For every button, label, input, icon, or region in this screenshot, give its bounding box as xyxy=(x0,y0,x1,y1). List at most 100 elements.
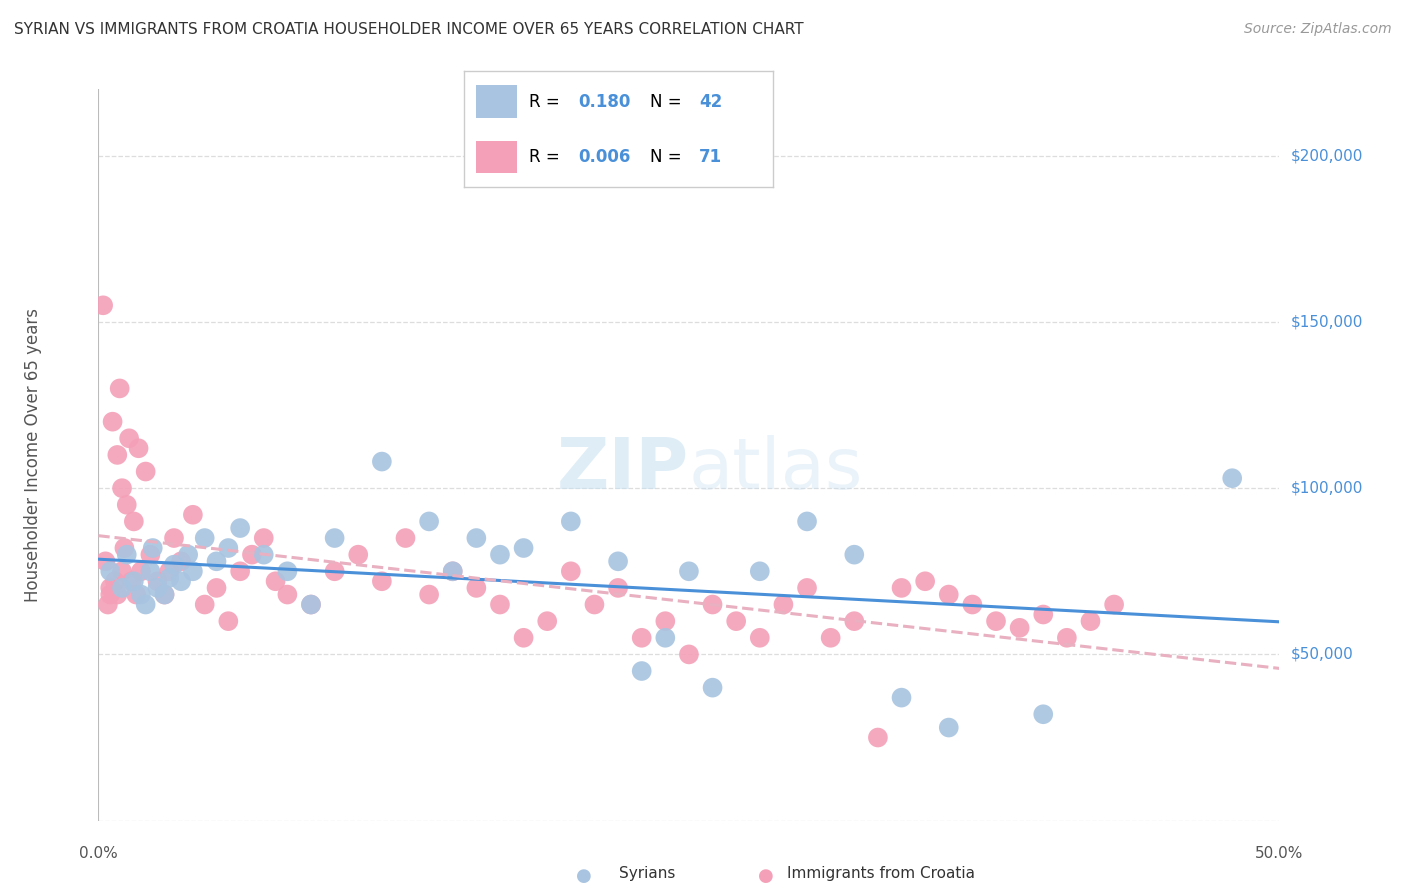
Point xyxy=(229,521,252,535)
Point xyxy=(938,721,960,735)
Point xyxy=(104,574,127,589)
Point xyxy=(105,448,128,462)
Point xyxy=(607,581,630,595)
Point xyxy=(163,531,186,545)
Point xyxy=(98,581,121,595)
Text: ●: ● xyxy=(575,867,592,885)
Bar xyxy=(477,86,516,118)
Point xyxy=(938,588,960,602)
Text: 0.0%: 0.0% xyxy=(79,846,118,861)
Point xyxy=(217,541,239,555)
Point xyxy=(536,614,558,628)
Text: $50,000: $50,000 xyxy=(1291,647,1354,662)
Point xyxy=(465,581,488,595)
Text: 42: 42 xyxy=(699,93,723,111)
Text: R =: R = xyxy=(529,148,565,166)
Point xyxy=(157,564,180,578)
Point xyxy=(844,614,866,628)
Point xyxy=(890,581,912,595)
Point xyxy=(115,498,138,512)
Point xyxy=(135,598,157,612)
Point xyxy=(1056,631,1078,645)
Text: N =: N = xyxy=(650,93,686,111)
Point xyxy=(654,614,676,628)
Point xyxy=(118,431,141,445)
Point xyxy=(489,598,512,612)
Point xyxy=(1032,707,1054,722)
Point xyxy=(146,581,169,595)
Point xyxy=(418,588,440,602)
Point xyxy=(253,548,276,562)
Point xyxy=(142,541,165,555)
Text: ZIP: ZIP xyxy=(557,435,689,504)
Point xyxy=(748,631,770,645)
Point xyxy=(129,564,152,578)
Point xyxy=(820,631,842,645)
Point xyxy=(177,548,200,562)
Point xyxy=(962,598,984,612)
Point xyxy=(299,598,322,612)
Point xyxy=(371,454,394,468)
Point xyxy=(276,564,298,578)
Text: $200,000: $200,000 xyxy=(1291,148,1362,163)
Point xyxy=(157,571,180,585)
Text: $150,000: $150,000 xyxy=(1291,315,1362,329)
Point xyxy=(194,598,217,612)
Point xyxy=(512,631,534,645)
Point xyxy=(153,588,176,602)
Text: Immigrants from Croatia: Immigrants from Croatia xyxy=(787,866,976,881)
Point xyxy=(418,515,440,529)
Point xyxy=(111,481,134,495)
Point xyxy=(583,598,606,612)
Point xyxy=(796,515,818,529)
Point xyxy=(264,574,287,589)
Point xyxy=(489,548,512,562)
Point xyxy=(205,581,228,595)
Point xyxy=(347,548,370,562)
Point xyxy=(253,531,276,545)
Text: 0.180: 0.180 xyxy=(578,93,631,111)
Point xyxy=(1102,598,1125,612)
Point xyxy=(205,554,228,568)
Point xyxy=(630,631,652,645)
Text: 0.006: 0.006 xyxy=(578,148,631,166)
Point xyxy=(560,564,582,578)
Point xyxy=(122,574,145,589)
Point xyxy=(465,531,488,545)
Point xyxy=(108,381,131,395)
Point xyxy=(323,564,346,578)
Point xyxy=(128,442,150,456)
Point xyxy=(678,648,700,662)
Point xyxy=(560,515,582,529)
Text: Householder Income Over 65 years: Householder Income Over 65 years xyxy=(24,308,42,602)
Point xyxy=(702,598,724,612)
Text: ●: ● xyxy=(758,867,775,885)
Point xyxy=(371,574,394,589)
Point xyxy=(97,598,120,612)
Text: atlas: atlas xyxy=(689,435,863,504)
Text: SYRIAN VS IMMIGRANTS FROM CROATIA HOUSEHOLDER INCOME OVER 65 YEARS CORRELATION C: SYRIAN VS IMMIGRANTS FROM CROATIA HOUSEH… xyxy=(14,22,804,37)
Point xyxy=(146,574,169,589)
Text: 71: 71 xyxy=(699,148,723,166)
Point xyxy=(111,564,134,578)
Point xyxy=(163,558,186,572)
Point xyxy=(181,564,204,578)
Point xyxy=(135,465,157,479)
Point xyxy=(105,588,128,602)
Point xyxy=(229,564,252,578)
Point xyxy=(240,548,263,562)
Point xyxy=(890,690,912,705)
Point xyxy=(1080,614,1102,628)
Point xyxy=(98,564,121,578)
Point xyxy=(678,564,700,578)
Point xyxy=(153,588,176,602)
Point xyxy=(276,588,298,602)
Point xyxy=(630,664,652,678)
Point xyxy=(98,588,121,602)
Point xyxy=(984,614,1007,628)
Text: $100,000: $100,000 xyxy=(1291,481,1362,496)
Point xyxy=(914,574,936,589)
Point xyxy=(1032,607,1054,622)
Point xyxy=(748,564,770,578)
Point xyxy=(170,554,193,568)
